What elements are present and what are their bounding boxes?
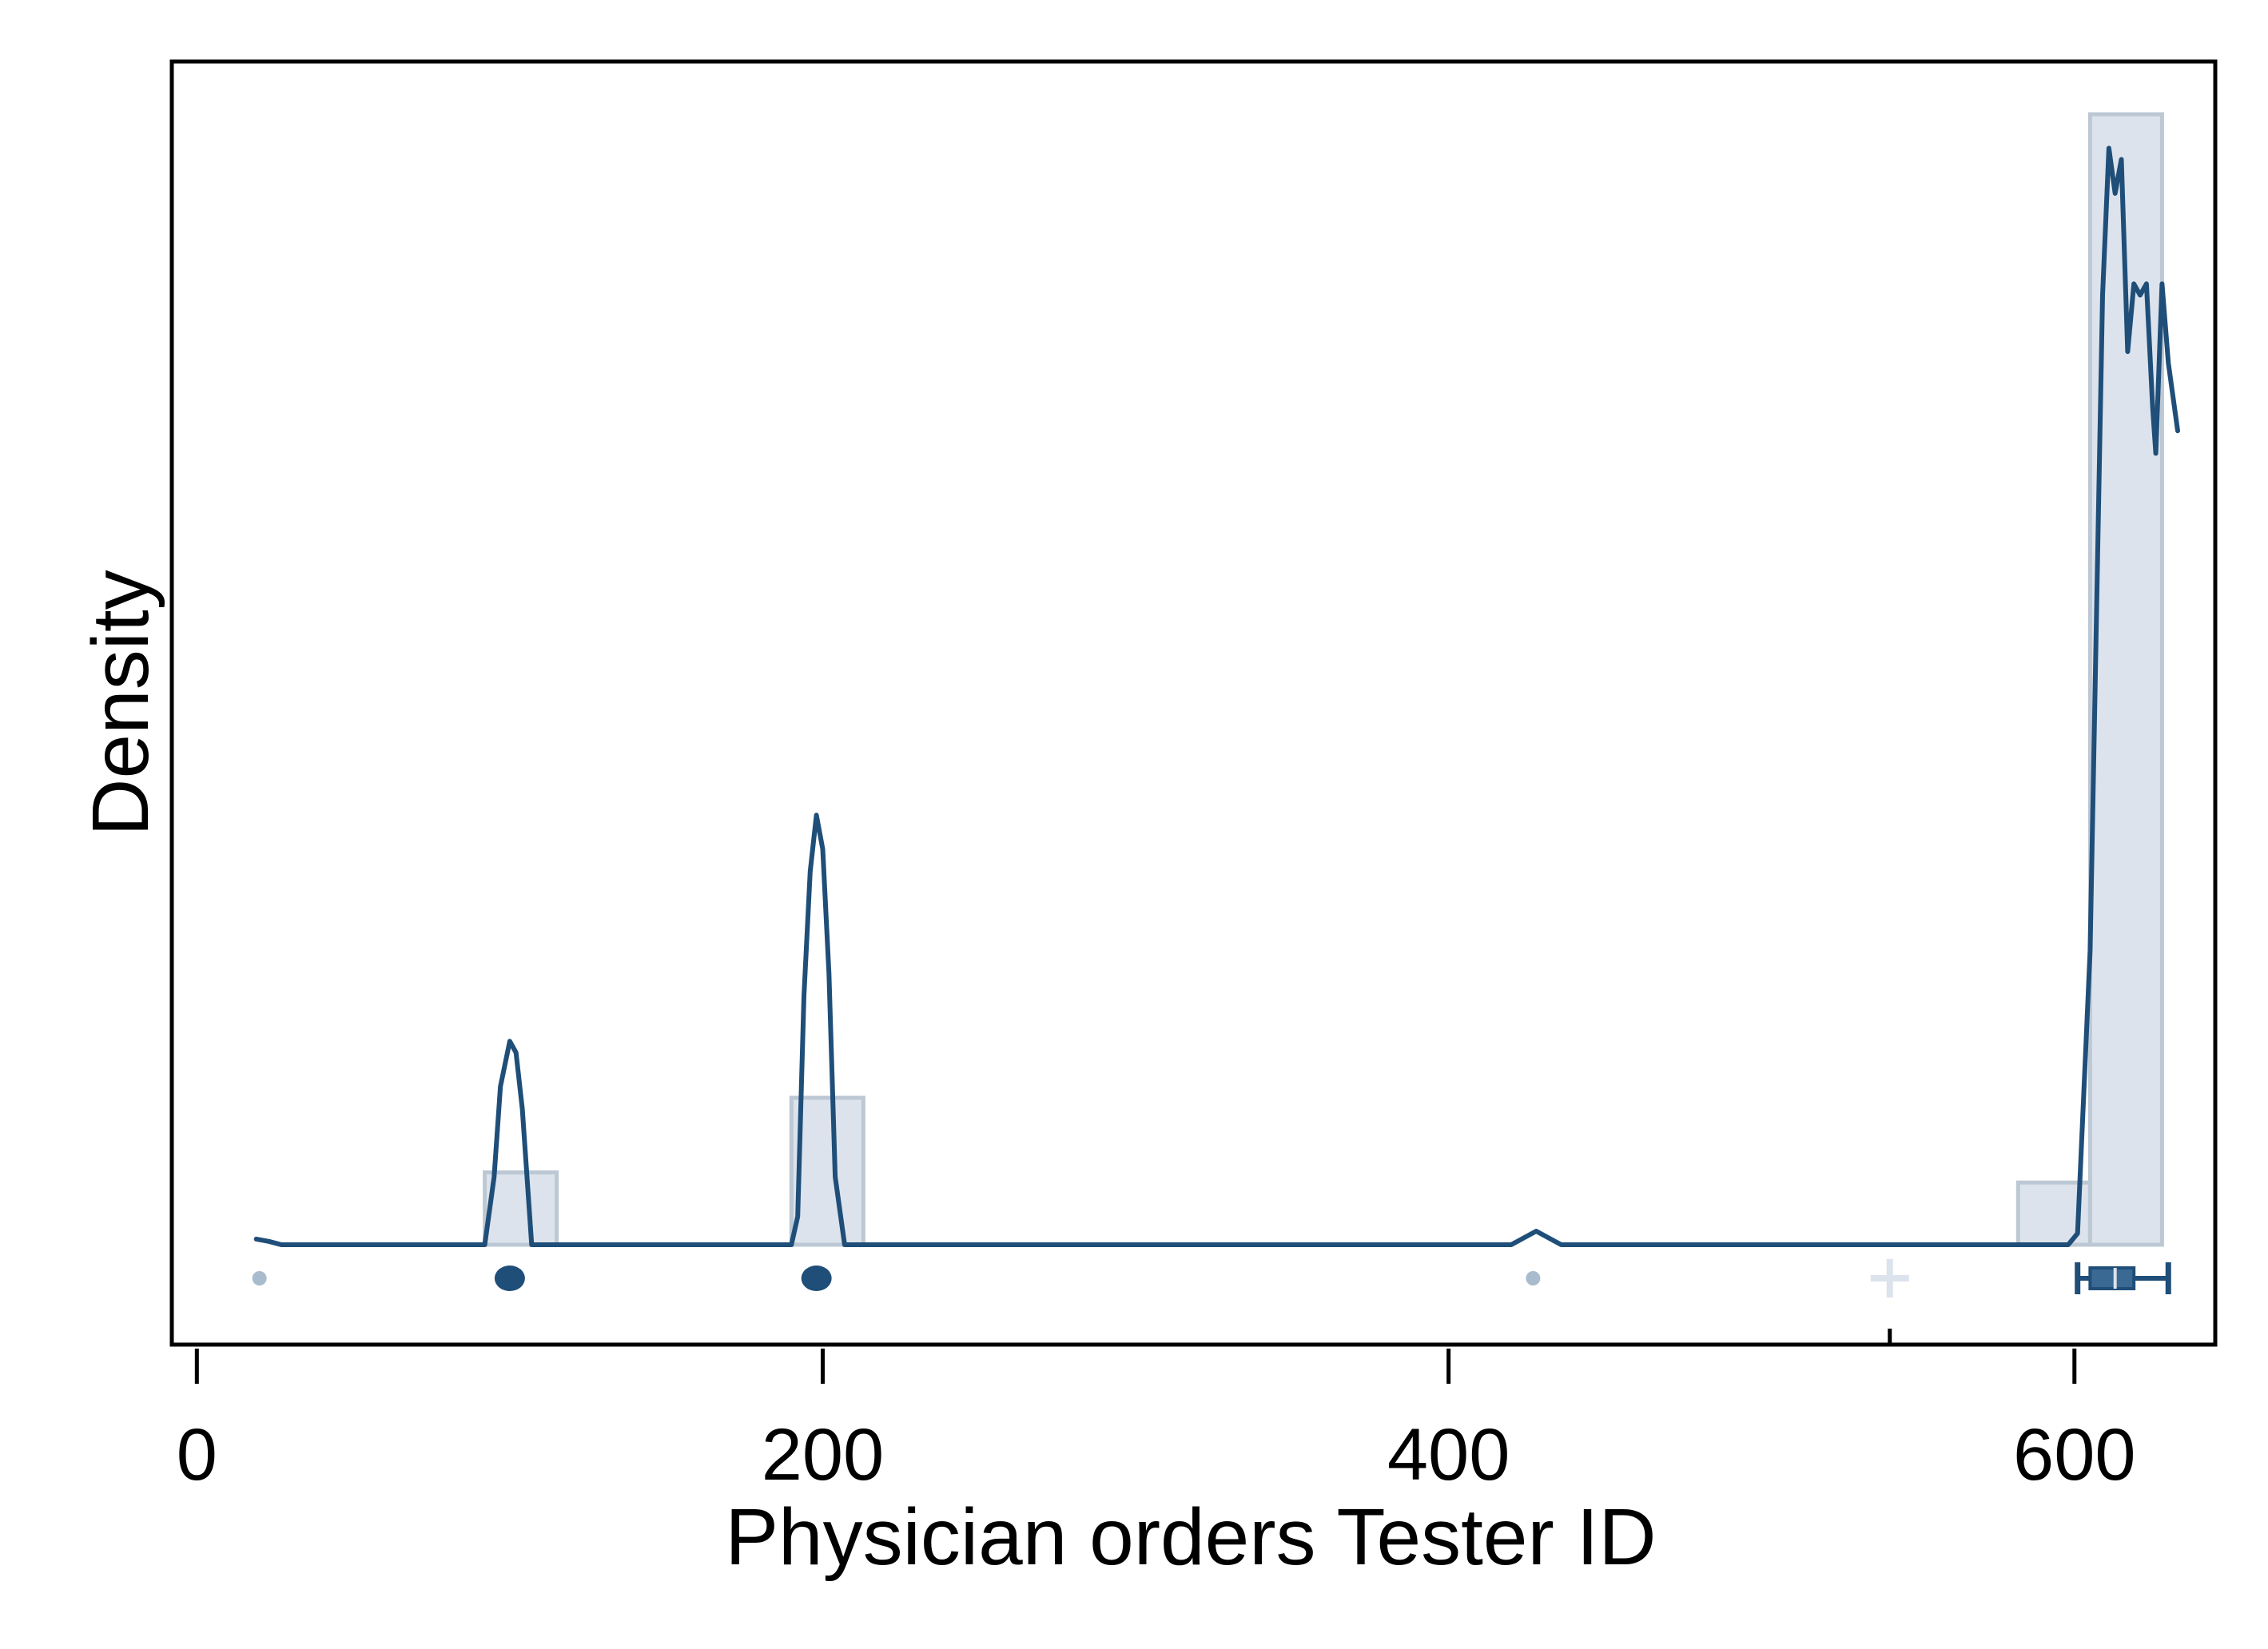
- kde-curve-group: [253, 145, 2180, 1247]
- plot-frame: [169, 59, 2218, 1347]
- y-axis-title: Density: [76, 570, 165, 836]
- x-axis: 0 200 400 600: [177, 1349, 2136, 1496]
- histogram-bar-1: [789, 1095, 865, 1247]
- kde-line: [253, 145, 2180, 1247]
- observation-point-1: [494, 1266, 525, 1291]
- x-axis-title: Physician orders Tester ID: [725, 1492, 1656, 1582]
- x-tick-label-0: 0: [177, 1414, 217, 1496]
- x-tick-label-600: 600: [2013, 1414, 2136, 1496]
- x-tick-label-200: 200: [762, 1414, 885, 1496]
- observation-point-0: [252, 1271, 267, 1285]
- histogram-bars: [483, 112, 2164, 1247]
- histogram-bar-0: [483, 1170, 559, 1247]
- x-tick-label-400: 400: [1387, 1414, 1510, 1496]
- boxplot-box: [2088, 1266, 2136, 1290]
- observation-markers: [252, 1259, 1909, 1345]
- observation-point-3: [1526, 1271, 1541, 1285]
- observation-point-2: [801, 1266, 832, 1291]
- boxplot-group: [2075, 1262, 2171, 1294]
